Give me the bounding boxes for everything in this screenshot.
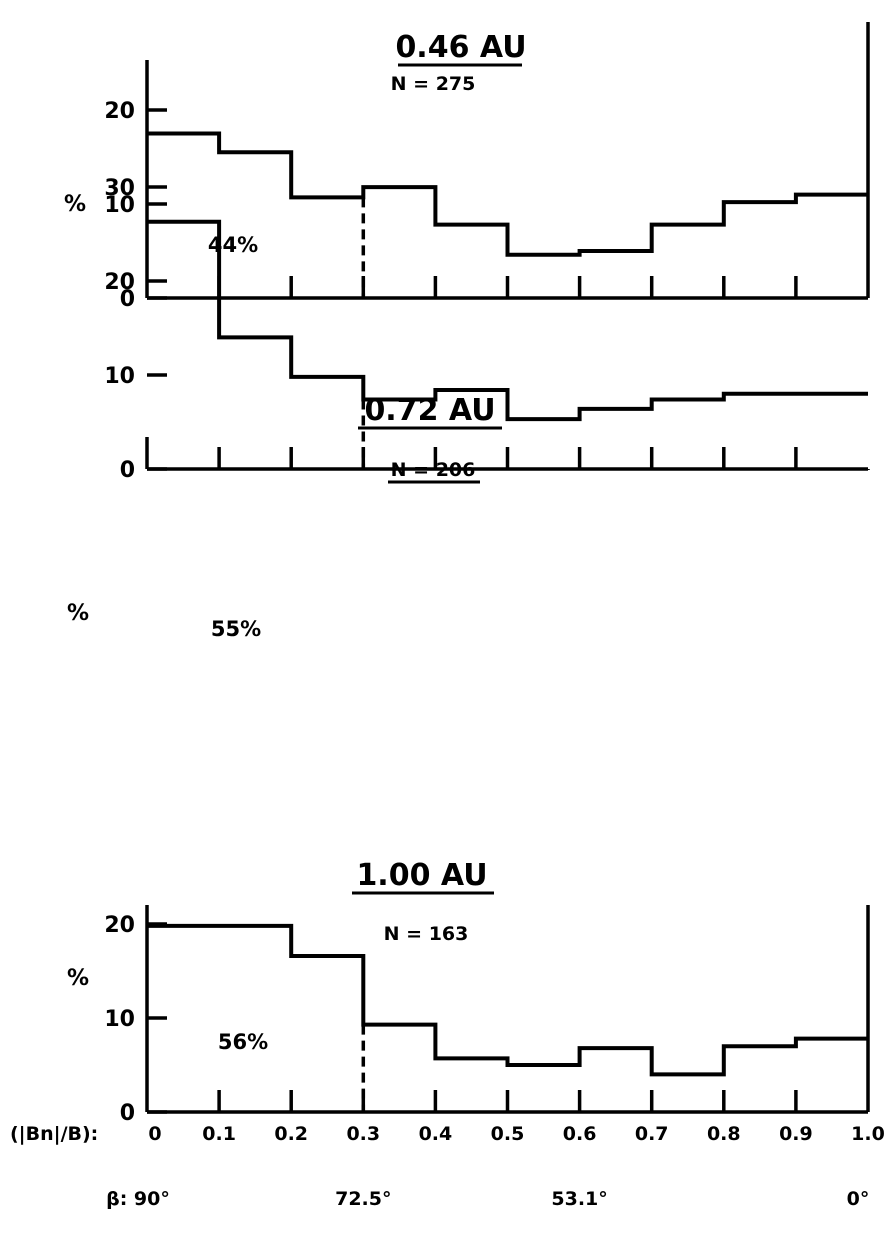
histogram-bin (363, 1025, 435, 1112)
y-axis-label: % (67, 966, 89, 991)
annotation-percentage: 55% (211, 617, 261, 641)
x-tick-label: 0.2 (274, 1123, 308, 1145)
histogram-bin (291, 956, 363, 1112)
histogram-bin (652, 225, 724, 298)
histogram (147, 219, 868, 469)
x-tick-label: 0.5 (491, 1123, 525, 1145)
histogram-bin (796, 1039, 868, 1112)
x-tick-label: 0 (148, 1123, 161, 1145)
y-tick-label: 20 (104, 270, 135, 295)
sample-count: N = 275 (391, 73, 476, 95)
beta-tick-label: 53.1° (551, 1188, 607, 1210)
histogram-outline (147, 923, 868, 1077)
x-tick-label: 0.1 (202, 1123, 236, 1145)
panel-title: 1.00 AU (356, 858, 487, 893)
histogram-bin (147, 926, 219, 1112)
histogram-bin (580, 1048, 652, 1112)
y-axis-label: % (64, 192, 86, 217)
y-tick-label: 0 (120, 287, 135, 312)
histogram-bin (724, 202, 796, 298)
histogram-outline (147, 131, 868, 257)
ticks: 0 10 20 (104, 913, 798, 1126)
x-tick-label: 0.9 (779, 1123, 813, 1145)
histogram-bin (724, 1046, 796, 1112)
histogram-bin (796, 394, 868, 469)
y-tick-label: 30 (104, 176, 135, 201)
histogram-bin (435, 1058, 507, 1112)
panel-0-46-au: 0.46 AU N = 275 % 44% 0 10 20 (64, 22, 870, 312)
sample-count: N = 163 (384, 923, 469, 945)
x-tick-label: 0.3 (346, 1123, 380, 1145)
histogram-outline (147, 219, 868, 422)
y-tick-label: 0 (120, 1101, 135, 1126)
histogram-bin (219, 926, 291, 1112)
histogram-bin (508, 419, 580, 469)
histogram-bin (580, 251, 652, 298)
histogram-bin (363, 399, 435, 469)
histogram (147, 131, 868, 298)
histogram-bin (219, 337, 291, 469)
histogram-bin (508, 255, 580, 298)
histogram-bin (724, 394, 796, 469)
histogram-bin (435, 225, 507, 298)
x-tick-label: 1.0 (851, 1123, 885, 1145)
panel-title: 0.46 AU (395, 30, 526, 65)
histogram-bin (219, 152, 291, 298)
x-tick-label: 0.8 (707, 1123, 741, 1145)
beta-tick-label: 72.5° (335, 1188, 391, 1210)
annotation-percentage: 44% (208, 233, 258, 257)
y-tick-label: 0 (120, 458, 135, 483)
histogram-bin (435, 390, 507, 469)
histogram-bin (291, 377, 363, 469)
ticks: 0 10 20 30 (104, 176, 798, 483)
annotation-percentage: 56% (218, 1030, 268, 1054)
x-tick-label: 0.4 (419, 1123, 453, 1145)
panel-1-00-au: 1.00 AU N = 163 % 56% (|Bn|/B): β: 90° 0… (10, 858, 885, 1210)
histogram-bin (147, 222, 219, 469)
x-tick-labels: 0 0.1 0.2 0.3 0.4 0.5 0.6 0.7 0.8 0.9 1.0 (148, 1123, 884, 1145)
x-tick-label: 0.7 (635, 1123, 669, 1145)
histogram (147, 923, 868, 1112)
histogram-bin (580, 409, 652, 469)
histogram-bin (291, 197, 363, 298)
histogram-bin (652, 399, 724, 469)
y-tick-label: 10 (104, 1007, 135, 1032)
histogram-bin (363, 187, 435, 298)
y-axis-label: % (67, 601, 89, 626)
y-tick-label: 10 (104, 364, 135, 389)
x-tick-label: 0.6 (563, 1123, 597, 1145)
histogram-bin (796, 195, 868, 298)
histogram-bin (652, 1074, 724, 1112)
y-tick-label: 20 (104, 913, 135, 938)
x-axis-label: (|Bn|/B): (10, 1123, 98, 1145)
beta-axis-label: β: 90° (106, 1188, 170, 1210)
beta-tick-label: 0° (847, 1188, 870, 1210)
beta-tick-labels: 72.5° 53.1° 0° (335, 1188, 869, 1210)
histogram-bin (508, 1065, 580, 1112)
y-tick-label: 10 (104, 193, 135, 218)
y-tick-label: 20 (104, 99, 135, 124)
